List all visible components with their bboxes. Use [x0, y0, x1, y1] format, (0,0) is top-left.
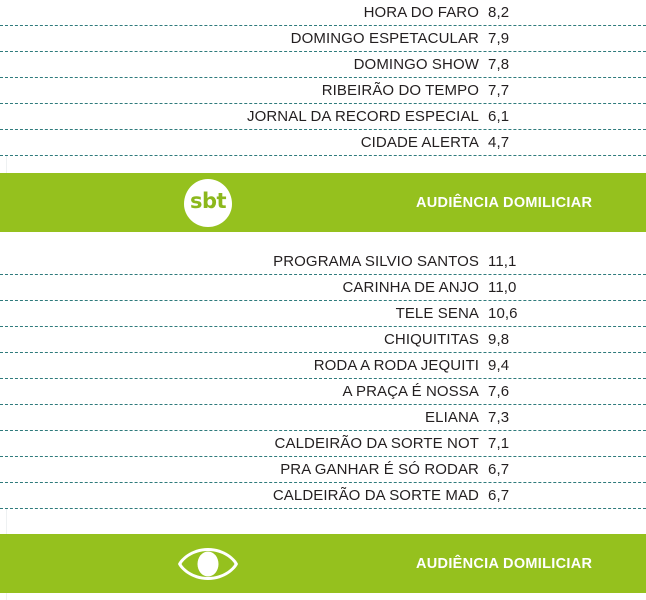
sbt-logo-text: sbt — [189, 189, 227, 213]
section-spacer — [0, 156, 646, 173]
program-name: CARINHA DE ANJO — [342, 279, 479, 296]
program-rating: 6,7 — [488, 487, 510, 504]
table-row[interactable]: DOMINGO SHOW 7,8 — [0, 52, 646, 78]
program-rating: 7,7 — [488, 82, 510, 99]
audience-label: AUDIÊNCIA DOMILICIAR — [416, 194, 593, 211]
program-name: TELE SENA — [395, 305, 479, 322]
table-row[interactable]: CHIQUITITAS 9,8 — [0, 327, 646, 353]
table-row[interactable]: HORA DO FARO 8,2 — [0, 0, 646, 26]
channel-header-sbt: sbt AUDIÊNCIA DOMILICIAR — [0, 173, 646, 232]
table-row[interactable]: CIDADE ALERTA 4,7 — [0, 130, 646, 156]
program-name: CHIQUITITAS — [384, 331, 479, 348]
program-rating: 6,1 — [488, 108, 510, 125]
channel-logo-slot: sbt — [0, 178, 416, 227]
program-name: CIDADE ALERTA — [360, 134, 479, 151]
table-row[interactable]: TELE SENA 10,6 — [0, 301, 646, 327]
table-row[interactable]: CARINHA DE ANJO 11,0 — [0, 275, 646, 301]
program-name: JORNAL DA RECORD ESPECIAL — [246, 108, 479, 125]
table-row[interactable]: CALDEIRÃO DA SORTE NOT 7,1 — [0, 431, 646, 457]
program-name: ELIANA — [425, 409, 479, 426]
program-name: HORA DO FARO — [363, 4, 479, 21]
table-row[interactable]: RODA A RODA JEQUITI 9,4 — [0, 353, 646, 379]
channel-header-eye: AUDIÊNCIA DOMILICIAR — [0, 534, 646, 593]
section-sbt: sbt AUDIÊNCIA DOMILICIAR PROGRAMA SILVIO… — [0, 173, 646, 509]
section-eye-channel: AUDIÊNCIA DOMILICIAR — [0, 534, 646, 593]
table-row[interactable]: PRA GANHAR É SÓ RODAR 6,7 — [0, 457, 646, 483]
section-record-continued: HORA DO FARO 8,2 DOMINGO ESPETACULAR 7,9… — [0, 0, 646, 156]
section-spacer — [0, 509, 646, 534]
table-row[interactable]: DOMINGO ESPETACULAR 7,9 — [0, 26, 646, 52]
program-name: RIBEIRÃO DO TEMPO — [321, 82, 479, 99]
program-rating: 9,4 — [488, 357, 510, 374]
program-rating: 11,1 — [488, 253, 517, 270]
program-rating: 9,8 — [488, 331, 510, 348]
program-table-record: HORA DO FARO 8,2 DOMINGO ESPETACULAR 7,9… — [0, 0, 646, 156]
table-row[interactable]: PROGRAMA SILVIO SANTOS 11,1 — [0, 249, 646, 275]
program-rating: 6,7 — [488, 461, 510, 478]
program-rating: 7,3 — [488, 409, 510, 426]
program-table-sbt: PROGRAMA SILVIO SANTOS 11,1 CARINHA DE A… — [0, 249, 646, 509]
program-name: CALDEIRÃO DA SORTE NOT — [274, 435, 479, 452]
program-name: CALDEIRÃO DA SORTE MAD — [272, 487, 479, 504]
program-rating: 7,1 — [488, 435, 510, 452]
program-name: PRA GANHAR É SÓ RODAR — [280, 461, 479, 478]
program-rating: 7,6 — [488, 383, 510, 400]
channel-logo-slot — [0, 544, 416, 584]
eye-logo-icon — [178, 547, 238, 580]
program-name: RODA A RODA JEQUITI — [313, 357, 479, 374]
program-rating: 11,0 — [488, 279, 517, 296]
table-row[interactable]: RIBEIRÃO DO TEMPO 7,7 — [0, 78, 646, 104]
program-name: DOMINGO SHOW — [353, 56, 479, 73]
band-bottom-spacer — [0, 232, 646, 249]
program-rating: 7,8 — [488, 56, 510, 73]
program-rating: 8,2 — [488, 4, 510, 21]
table-row[interactable]: A PRAÇA É NOSSA 7,6 — [0, 379, 646, 405]
program-rating: 10,6 — [488, 305, 518, 322]
program-name: DOMINGO ESPETACULAR — [290, 30, 479, 47]
program-name: PROGRAMA SILVIO SANTOS — [273, 253, 479, 270]
table-row[interactable]: CALDEIRÃO DA SORTE MAD 6,7 — [0, 483, 646, 509]
program-rating: 4,7 — [488, 134, 510, 151]
sbt-logo-icon: sbt — [184, 178, 232, 227]
audience-label: AUDIÊNCIA DOMILICIAR — [416, 555, 593, 572]
program-rating: 7,9 — [488, 30, 510, 47]
table-row[interactable]: JORNAL DA RECORD ESPECIAL 6,1 — [0, 104, 646, 130]
table-row[interactable]: ELIANA 7,3 — [0, 405, 646, 431]
program-name: A PRAÇA É NOSSA — [342, 383, 479, 400]
